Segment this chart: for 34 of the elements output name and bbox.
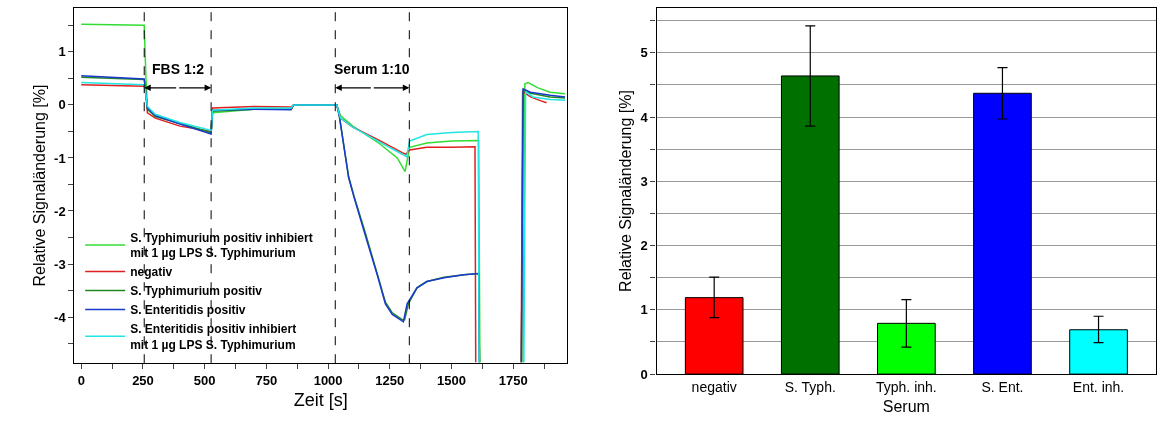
y-axis-title: Relative Signaländerung [%] — [31, 84, 49, 287]
x-tick-label: 1250 — [375, 372, 405, 388]
x-tick-label: Typh. inh. — [876, 379, 937, 395]
y-tick-label: -4 — [54, 309, 67, 325]
y-tick-label: 2 — [640, 238, 648, 254]
y-tick-label: 3 — [640, 173, 648, 189]
x-tick-label: 750 — [255, 372, 278, 388]
y-tick-label: 1 — [58, 44, 66, 60]
legend-label: S. Enteritidis positiv inhibiert mit 1 µg LPS S. Typhimurium — [130, 322, 297, 352]
y-tick-label: 0 — [58, 97, 66, 113]
y-axis-title: Relative Signaländerung [%] — [617, 90, 635, 292]
x-tick-label: S. Typh. — [784, 379, 836, 395]
legend-label: negativ — [130, 265, 173, 280]
x-tick-label: 1500 — [437, 372, 466, 388]
x-tick-label: 1000 — [313, 372, 343, 388]
x-tick-label: 250 — [132, 372, 154, 388]
x-tick-label: 0 — [77, 372, 85, 388]
legend-label: S. Typhimurium positiv — [130, 284, 263, 299]
x-tick-label: negativ — [691, 379, 737, 395]
x-tick-label: 1750 — [498, 372, 528, 388]
y-tick-label: -1 — [54, 150, 66, 166]
x-tick-label: S. Ent. — [981, 379, 1024, 395]
annotation: FBS 1:2 — [152, 61, 205, 77]
y-tick-label: 5 — [640, 45, 648, 61]
x-tick-label: Ent. inh. — [1072, 379, 1125, 395]
y-tick-label: -2 — [54, 203, 66, 219]
y-tick-label: 4 — [640, 109, 649, 125]
legend-label: S. Enteritidis positiv — [130, 303, 246, 318]
x-axis-title: Zeit [s] — [293, 390, 348, 411]
annotation: Serum 1:10 — [334, 61, 410, 77]
y-tick-label: -3 — [54, 256, 66, 272]
x-tick-label: 500 — [193, 372, 216, 388]
x-axis-title: Serum — [882, 397, 930, 415]
y-tick-label: 1 — [640, 302, 648, 318]
